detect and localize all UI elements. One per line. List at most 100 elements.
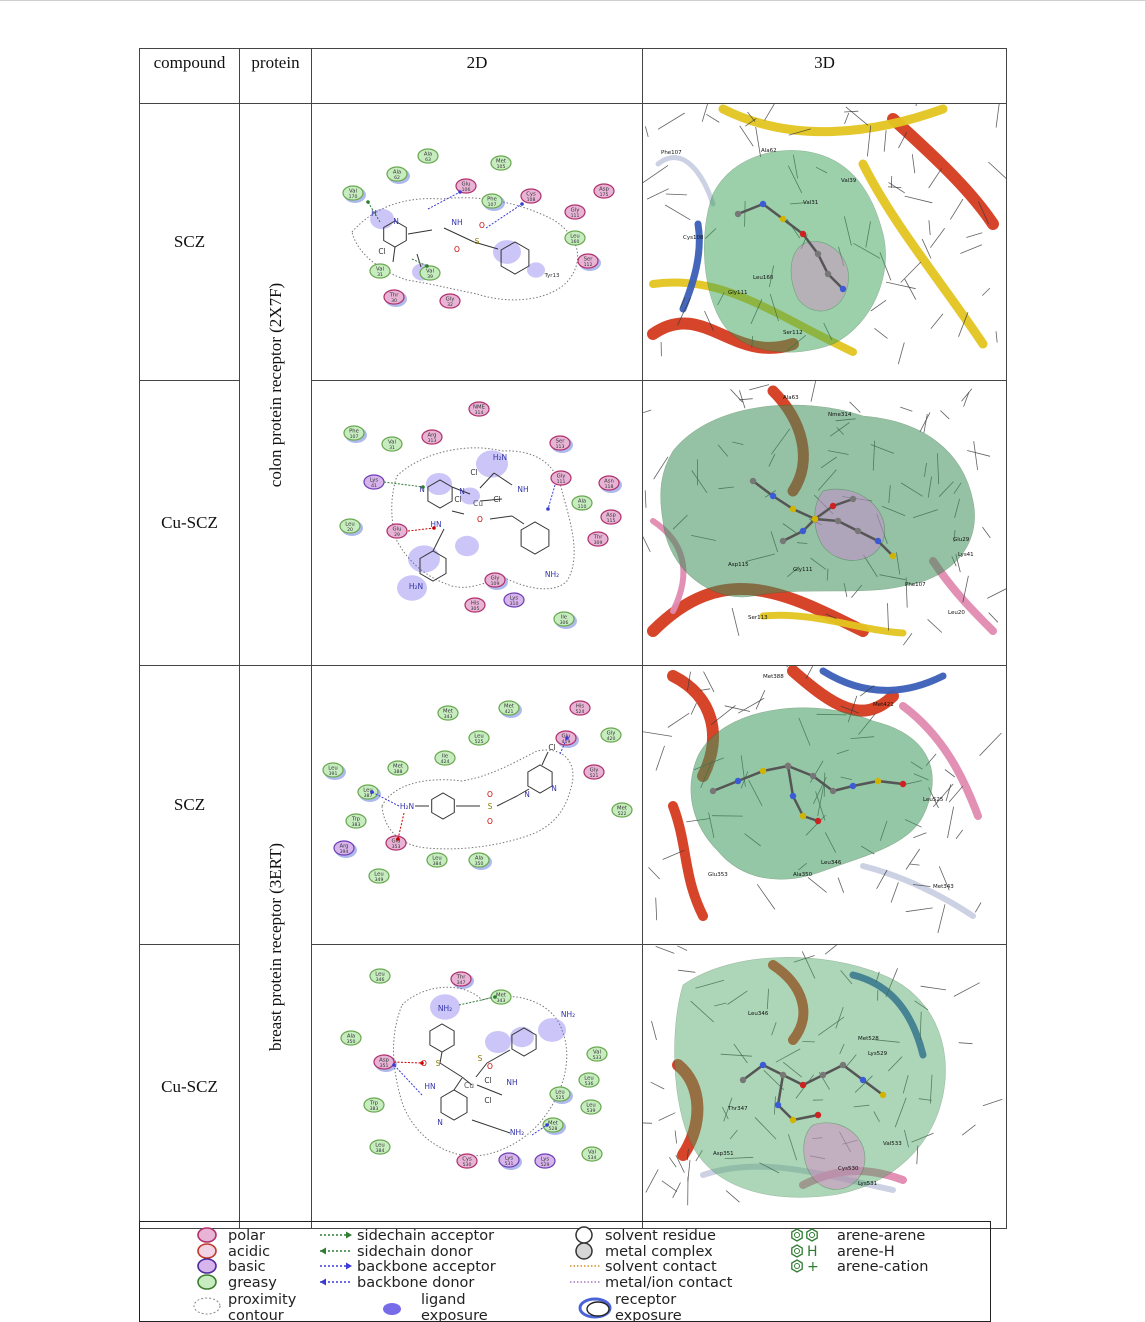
residue-disc xyxy=(343,425,365,441)
residue-node: Val533 xyxy=(586,1046,608,1062)
residue-number: 349 xyxy=(375,877,384,883)
residue-disc xyxy=(578,1072,600,1088)
residue-tag: Ala63 xyxy=(783,395,799,401)
residue-stick xyxy=(876,869,888,889)
interaction-arrowhead xyxy=(420,1061,424,1065)
legend-line: backbone acceptor xyxy=(357,1259,496,1275)
residue-name: Glu xyxy=(562,734,571,740)
legend-item-label: arene-H xyxy=(837,1244,895,1260)
ligand-atom xyxy=(709,787,717,795)
legend-swatch xyxy=(794,1248,800,1254)
residue-number: 313 xyxy=(428,438,437,444)
residue-disc xyxy=(426,852,448,868)
ligand-bond xyxy=(737,202,764,216)
residue-stick xyxy=(919,1011,922,1041)
residue-stick xyxy=(704,310,714,331)
ligand-atom xyxy=(829,787,837,795)
ligand-atom xyxy=(789,1116,797,1124)
atom-label: Cl xyxy=(470,468,477,477)
atom-label: S xyxy=(436,1059,441,1068)
residue-stick xyxy=(672,1182,681,1198)
ligand-bond xyxy=(762,764,789,773)
residue-stick xyxy=(963,392,970,407)
docking-table: compound protein 2D 3D SCZ colon protein… xyxy=(139,48,1007,1229)
atom-label: Tyr13 xyxy=(543,273,560,279)
protein-ribbon xyxy=(849,971,927,1059)
ligand-atom xyxy=(749,477,757,485)
residue-disc xyxy=(598,475,620,491)
residue-stick xyxy=(930,313,944,330)
atom-label: H xyxy=(371,209,377,218)
ring xyxy=(527,764,553,794)
ligand-bond xyxy=(842,1064,864,1081)
residue-stick xyxy=(928,220,931,236)
residue-disc xyxy=(600,509,622,525)
residue-name: Leu xyxy=(374,872,383,878)
residue-number: 351 xyxy=(380,1063,389,1069)
atom-label: NH₂ xyxy=(438,1004,452,1013)
ligand-bond xyxy=(832,497,854,508)
ring xyxy=(511,1027,537,1057)
residue-stick xyxy=(643,537,651,552)
residue-stick xyxy=(793,955,815,963)
bond xyxy=(496,795,518,807)
ligand-bond xyxy=(862,1079,884,1096)
atom-label: NH₂ xyxy=(510,1128,524,1137)
compound-cell: Cu-SCZ xyxy=(139,380,240,666)
residue-stick xyxy=(727,990,748,1005)
residue-stick xyxy=(686,1148,689,1161)
residue-stick xyxy=(701,104,708,122)
interaction-arrowhead xyxy=(520,202,524,206)
residue-number: 170 xyxy=(349,194,358,200)
residue-stick xyxy=(966,232,983,238)
legend-swatch xyxy=(586,1301,610,1317)
residue-stick xyxy=(725,1190,740,1203)
bond xyxy=(416,253,422,268)
protein-ribbon xyxy=(858,159,988,349)
residue-stick xyxy=(653,456,669,480)
residue-number: 388 xyxy=(394,769,403,775)
residue-stick xyxy=(782,1061,802,1078)
bond xyxy=(439,1051,443,1064)
residue-number: 108 xyxy=(527,197,536,203)
proximity-contour xyxy=(391,447,575,590)
residue-name: His xyxy=(576,704,584,710)
top-rule xyxy=(0,0,1145,1)
residue-tag: Ser112 xyxy=(783,330,803,336)
residue-stick xyxy=(665,193,687,196)
ligand-exposure xyxy=(397,575,427,601)
residue-stick xyxy=(885,968,898,998)
ligand-atom xyxy=(774,1101,782,1109)
residue-name: Ala xyxy=(347,1034,355,1040)
residue-node: Glu29 xyxy=(386,523,408,539)
interaction-line xyxy=(559,737,568,755)
legend-swatch xyxy=(794,1232,800,1238)
ligand-bond xyxy=(712,779,739,793)
residue-stick xyxy=(749,384,770,391)
legend-swatch xyxy=(794,1263,800,1269)
atom-label: S xyxy=(478,1054,483,1063)
residue-disc xyxy=(484,572,506,588)
residue-node: Val31 xyxy=(369,263,391,279)
protein-label: colon protein receptor (2X7F) xyxy=(265,282,285,487)
legend-swatch xyxy=(197,1274,217,1290)
residue-name: Asn xyxy=(604,479,614,485)
residue-stick xyxy=(644,490,647,508)
residue-name: Ala xyxy=(475,856,483,862)
residue-number: 118 xyxy=(605,484,614,490)
residue-stick xyxy=(643,1122,653,1124)
interaction-line xyxy=(531,1124,548,1136)
header-2d: 2D xyxy=(311,48,643,104)
header-compound: compound xyxy=(139,48,240,104)
residue-name: His xyxy=(471,601,479,607)
residue-name: Ile xyxy=(442,754,448,760)
bond xyxy=(407,229,433,235)
bond xyxy=(511,515,525,525)
ligand-exposure xyxy=(527,262,545,278)
residue-stick xyxy=(643,409,652,414)
atom-label: NH xyxy=(506,1078,517,1087)
residue-disc xyxy=(468,730,490,746)
ligand-atom xyxy=(839,1061,847,1069)
